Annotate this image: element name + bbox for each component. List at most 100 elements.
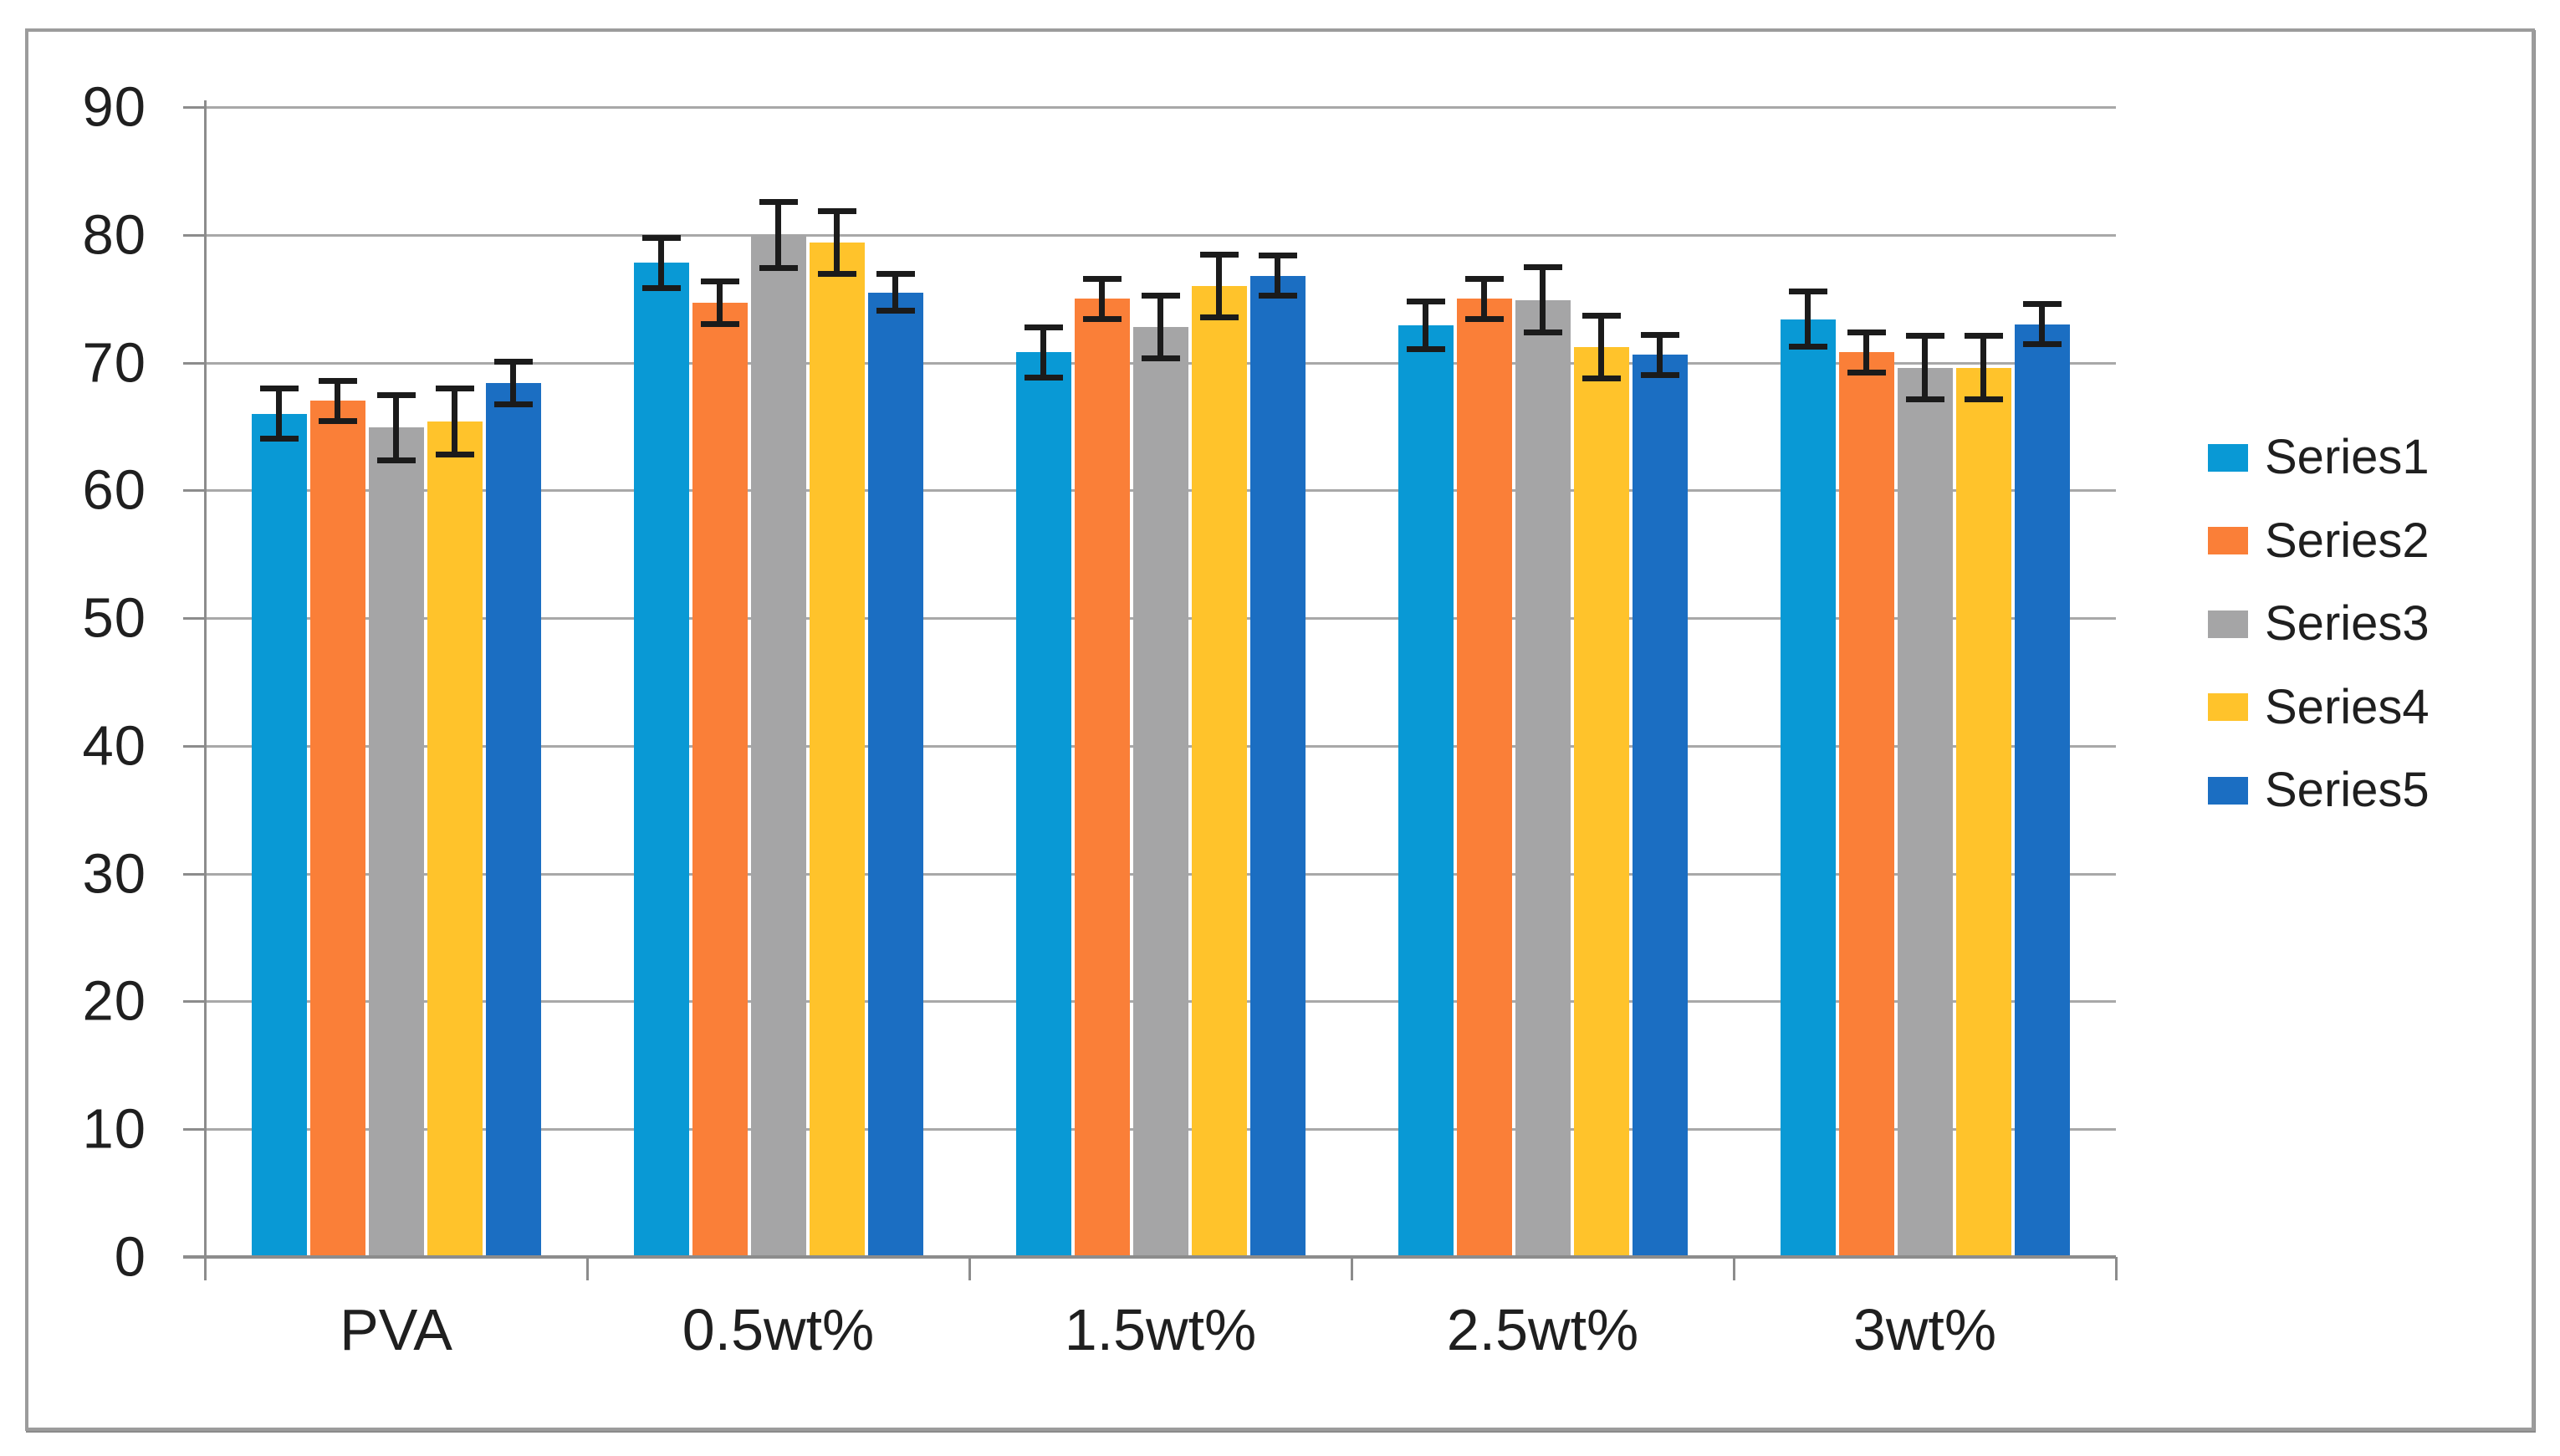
gridline bbox=[205, 233, 2116, 237]
bar-series3-1.5wt% bbox=[1132, 326, 1188, 1257]
error-bar-cap-top bbox=[876, 270, 915, 277]
bar-series1-3wt% bbox=[1780, 319, 1836, 1257]
legend-label: Series3 bbox=[2265, 596, 2430, 651]
error-bar-cap-bottom bbox=[1847, 369, 1886, 375]
y-axis-tick bbox=[183, 617, 205, 621]
error-bar-cap-top bbox=[376, 391, 416, 398]
error-bar-line bbox=[1657, 334, 1663, 375]
legend-swatch-series5 bbox=[2208, 776, 2248, 805]
y-axis-tick bbox=[183, 744, 205, 748]
error-bar-cap-top bbox=[641, 234, 681, 241]
legend-item-series2: Series2 bbox=[2208, 516, 2430, 566]
error-bar-cap-bottom bbox=[876, 308, 915, 314]
y-tick-label: 50 bbox=[82, 586, 146, 650]
error-bar-line bbox=[775, 202, 781, 268]
error-bar-line bbox=[1216, 253, 1222, 319]
error-bar-line bbox=[1423, 301, 1428, 350]
error-bar-cap-bottom bbox=[435, 451, 474, 457]
bar-series5-2.5wt% bbox=[1632, 355, 1688, 1257]
error-bar-line bbox=[892, 273, 898, 312]
bar-series5-0.5wt% bbox=[867, 292, 923, 1257]
error-bar-cap-top bbox=[1024, 324, 1063, 330]
bar-series5-1.5wt% bbox=[1249, 275, 1306, 1257]
error-bar-cap-bottom bbox=[2022, 341, 2062, 348]
error-bar-line bbox=[452, 388, 457, 455]
error-bar-cap-top bbox=[817, 207, 856, 214]
error-bar-cap-top bbox=[1199, 251, 1239, 258]
error-bar-cap-top bbox=[1640, 331, 1679, 338]
bar-series1-1.5wt% bbox=[1015, 352, 1071, 1257]
x-axis-label: 1.5wt% bbox=[1064, 1297, 1257, 1362]
bar-series4-2.5wt% bbox=[1573, 347, 1629, 1257]
bar-series2-pva bbox=[309, 401, 365, 1257]
error-bar-cap-bottom bbox=[1199, 314, 1239, 321]
error-bar-line bbox=[1863, 331, 1869, 373]
error-bar-cap-bottom bbox=[817, 271, 856, 278]
error-bar-line bbox=[1099, 278, 1105, 319]
x-axis-tick bbox=[968, 1257, 971, 1280]
error-bar-line bbox=[1275, 255, 1280, 297]
bar-series4-3wt% bbox=[1955, 367, 2011, 1257]
x-axis bbox=[183, 1255, 2116, 1259]
y-tick-label: 40 bbox=[82, 714, 146, 778]
legend-item-series1: Series1 bbox=[2208, 432, 2430, 483]
error-bar-line bbox=[276, 388, 282, 440]
x-axis-label: PVA bbox=[340, 1297, 452, 1362]
error-bar-cap-bottom bbox=[641, 284, 681, 291]
error-bar-cap-bottom bbox=[1581, 375, 1621, 382]
y-axis-tick bbox=[183, 489, 205, 493]
error-bar-cap-bottom bbox=[376, 457, 416, 464]
error-bar-cap-top bbox=[493, 359, 533, 365]
bar-series3-pva bbox=[368, 427, 424, 1257]
error-bar-line bbox=[717, 280, 723, 324]
legend-label: Series4 bbox=[2265, 679, 2430, 734]
y-tick-label: 20 bbox=[82, 969, 146, 1033]
y-tick-label: 60 bbox=[82, 458, 146, 522]
x-axis-label: 3wt% bbox=[1852, 1297, 1997, 1362]
chart-frame: 0 10 20 30 40 50 60 70 80 90 PVA 0.5wt% 1.5wt% 2.5wt%… bbox=[25, 28, 2535, 1431]
bar-series2-0.5wt% bbox=[692, 302, 748, 1257]
y-axis-tick bbox=[183, 361, 205, 365]
error-bar-cap-bottom bbox=[1464, 315, 1504, 322]
error-bar-cap-bottom bbox=[1788, 344, 1827, 350]
legend-label: Series5 bbox=[2265, 763, 2430, 817]
y-axis bbox=[204, 100, 207, 1279]
error-bar-cap-top bbox=[2022, 301, 2062, 308]
error-bar-line bbox=[393, 394, 399, 462]
error-bar-line bbox=[2039, 304, 2045, 345]
bar-series4-1.5wt% bbox=[1191, 285, 1247, 1257]
error-bar-cap-bottom bbox=[318, 417, 357, 424]
error-bar-cap-top bbox=[700, 278, 739, 284]
error-bar-line bbox=[1540, 266, 1546, 334]
error-bar-line bbox=[658, 237, 664, 289]
error-bar-line bbox=[1805, 291, 1811, 348]
error-bar-line bbox=[1922, 335, 1928, 400]
error-bar-cap-top bbox=[1082, 275, 1122, 282]
bar-series4-0.5wt% bbox=[809, 242, 865, 1257]
bar-series3-0.5wt% bbox=[750, 234, 806, 1257]
error-bar-cap-top bbox=[435, 386, 474, 392]
y-axis-tick bbox=[183, 872, 205, 876]
x-axis-label: 0.5wt% bbox=[682, 1297, 875, 1362]
legend-item-series5: Series5 bbox=[2208, 765, 2430, 815]
legend-swatch-series1 bbox=[2208, 443, 2248, 472]
error-bar-cap-top bbox=[1905, 333, 1944, 340]
bar-series5-3wt% bbox=[2014, 324, 2070, 1257]
bar-series1-0.5wt% bbox=[633, 263, 689, 1257]
y-axis-tick bbox=[183, 233, 205, 237]
bar-series2-3wt% bbox=[1838, 352, 1894, 1257]
x-axis-label: 2.5wt% bbox=[1446, 1297, 1639, 1362]
error-bar-cap-top bbox=[1406, 299, 1445, 305]
error-bar-cap-bottom bbox=[259, 436, 299, 442]
error-bar-cap-bottom bbox=[493, 401, 533, 407]
error-bar-line bbox=[510, 361, 516, 405]
error-bar-line bbox=[1481, 278, 1487, 319]
error-bar-cap-top bbox=[1847, 329, 1886, 335]
error-bar-cap-bottom bbox=[700, 320, 739, 327]
y-tick-label: 70 bbox=[82, 331, 146, 395]
x-axis-tick bbox=[586, 1257, 589, 1280]
error-bar-line bbox=[1980, 335, 1986, 400]
error-bar-cap-top bbox=[1141, 292, 1180, 299]
error-bar-cap-bottom bbox=[1640, 371, 1679, 378]
